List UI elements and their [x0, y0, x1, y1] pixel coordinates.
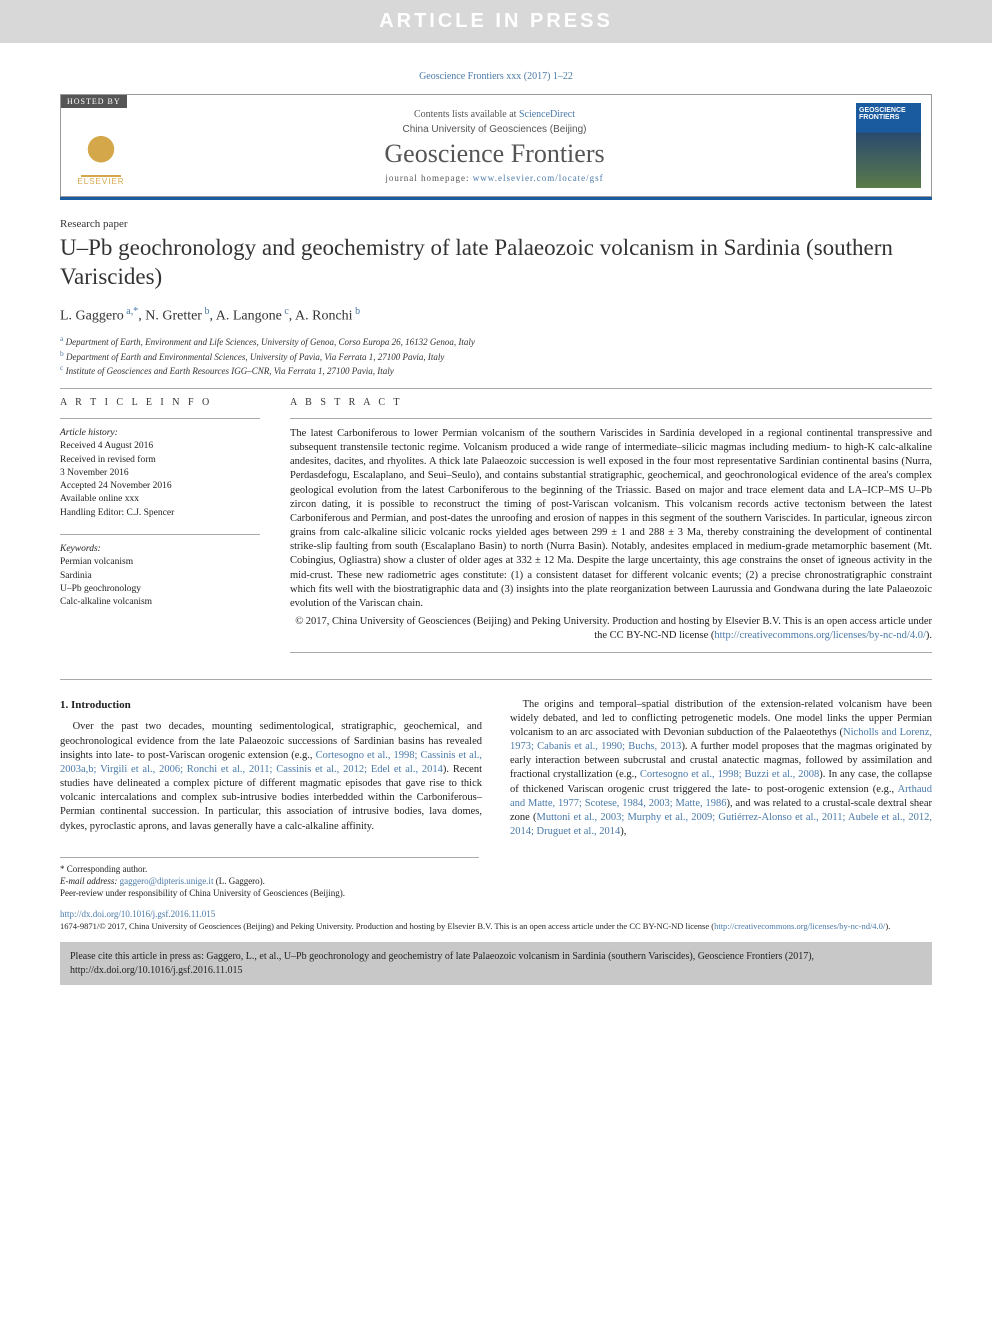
journal-name: Geoscience Frontiers	[143, 139, 846, 169]
keyword-line: Permian volcanism	[60, 556, 260, 569]
sciencedirect-link[interactable]: ScienceDirect	[519, 109, 575, 120]
author-affil-sup: a,*	[124, 306, 138, 317]
author-affil-sup: b	[353, 306, 361, 317]
paper-type: Research paper	[60, 218, 932, 230]
abstract-column: A B S T R A C T The latest Carboniferous…	[290, 397, 932, 661]
separator	[60, 388, 932, 389]
author-affil-sup: c	[282, 306, 289, 317]
cover-title: GEOSCIENCE FRONTIERS	[856, 103, 921, 125]
doi-link[interactable]: http://dx.doi.org/10.1016/j.gsf.2016.11.…	[60, 909, 932, 919]
author-name: L. Gaggero	[60, 308, 124, 323]
abstract-heading: A B S T R A C T	[290, 397, 932, 408]
citation-link[interactable]: Muttoni et al., 2003; Murphy et al., 200…	[510, 812, 932, 837]
homepage-line: journal homepage: www.elsevier.com/locat…	[143, 173, 846, 183]
history-line: Accepted 24 November 2016	[60, 480, 260, 493]
article-info-column: A R T I C L E I N F O Article history: R…	[60, 397, 260, 661]
article-info-heading: A R T I C L E I N F O	[60, 397, 260, 408]
license-post: ).	[885, 921, 890, 931]
history-line: 3 November 2016	[60, 467, 260, 480]
authors-line: L. Gaggero a,*, N. Gretter b, A. Langone…	[60, 306, 932, 325]
keywords-label: Keywords:	[60, 543, 260, 556]
contents-prefix: Contents lists available at	[414, 109, 519, 120]
article-history-block: Article history: Received 4 August 2016R…	[60, 427, 260, 520]
footnotes-block: * Corresponding author. E-mail address: …	[60, 857, 479, 899]
p2-post: ),	[620, 826, 626, 837]
journal-cover-thumbnail: GEOSCIENCE FRONTIERS	[856, 103, 921, 188]
keyword-line: Calc-alkaline volcanism	[60, 596, 260, 609]
elsevier-tree-icon	[81, 132, 121, 177]
history-line: Received 4 August 2016	[60, 440, 260, 453]
affiliations-block: a Department of Earth, Environment and L…	[60, 334, 932, 378]
license-pre: 1674-9871/© 2017, China University of Ge…	[60, 921, 714, 931]
citation-box: Please cite this article in press as: Ga…	[60, 942, 932, 985]
abstract-text: The latest Carboniferous to lower Permia…	[290, 427, 932, 611]
copyright-post: ).	[926, 630, 932, 641]
corresponding-author: * Corresponding author.	[60, 864, 479, 876]
affiliation-line: b Department of Earth and Environmental …	[60, 349, 932, 364]
email-post: (L. Gaggero).	[213, 876, 264, 886]
section-separator	[60, 679, 932, 680]
cc-license-link[interactable]: http://creativecommons.org/licenses/by-n…	[714, 630, 926, 641]
affiliation-line: a Department of Earth, Environment and L…	[60, 334, 932, 349]
elsevier-text: ELSEVIER	[77, 177, 124, 186]
article-in-press-banner: ARTICLE IN PRESS	[0, 0, 992, 43]
author-name: A. Ronchi	[295, 308, 353, 323]
introduction-heading: 1. Introduction	[60, 698, 482, 713]
history-line: Received in revised form	[60, 454, 260, 467]
keywords-block: Keywords: Permian volcanismSardiniaU–Pb …	[60, 543, 260, 609]
email-link[interactable]: gaggero@dipteris.unige.it	[120, 876, 214, 886]
journal-reference: Geoscience Frontiers xxx (2017) 1–22	[60, 71, 932, 82]
affil-sup: c	[60, 363, 63, 372]
body-columns: 1. Introduction Over the past two decade…	[60, 698, 932, 840]
history-label: Article history:	[60, 427, 260, 440]
license-link[interactable]: http://creativecommons.org/licenses/by-n…	[714, 921, 885, 931]
affil-sup: a	[60, 334, 63, 343]
keyword-line: U–Pb geochronology	[60, 583, 260, 596]
homepage-prefix: journal homepage:	[385, 173, 472, 183]
hosted-by-badge: HOSTED BY	[61, 95, 127, 108]
keyword-line: Sardinia	[60, 570, 260, 583]
peer-review-line: Peer-review under responsibility of Chin…	[60, 888, 479, 900]
university-line: China University of Geosciences (Beijing…	[143, 124, 846, 135]
intro-paragraph-2: The origins and temporal–spatial distrib…	[510, 698, 932, 840]
license-line: 1674-9871/© 2017, China University of Ge…	[60, 921, 932, 932]
header-underline	[60, 197, 932, 200]
intro-paragraph-1: Over the past two decades, mounting sedi…	[60, 720, 482, 833]
email-line: E-mail address: gaggero@dipteris.unige.i…	[60, 876, 479, 888]
homepage-link[interactable]: www.elsevier.com/locate/gsf	[473, 173, 604, 183]
abstract-copyright: © 2017, China University of Geosciences …	[290, 615, 932, 643]
contents-list-line: Contents lists available at ScienceDirec…	[143, 109, 846, 120]
affiliation-line: c Institute of Geosciences and Earth Res…	[60, 363, 932, 378]
author-name: N. Gretter	[145, 308, 202, 323]
history-line: Available online xxx	[60, 493, 260, 506]
author-name: A. Langone	[216, 308, 282, 323]
article-title: U–Pb geochronology and geochemistry of l…	[60, 234, 932, 292]
citation-link[interactable]: Cortesogno et al., 1998; Buzzi et al., 2…	[640, 769, 819, 780]
email-label: E-mail address:	[60, 876, 120, 886]
journal-header-box: HOSTED BY ELSEVIER Contents lists availa…	[60, 94, 932, 197]
elsevier-logo: ELSEVIER	[71, 116, 131, 186]
history-line: Handling Editor: C.J. Spencer	[60, 507, 260, 520]
author-affil-sup: b	[202, 306, 210, 317]
affil-sup: b	[60, 349, 64, 358]
